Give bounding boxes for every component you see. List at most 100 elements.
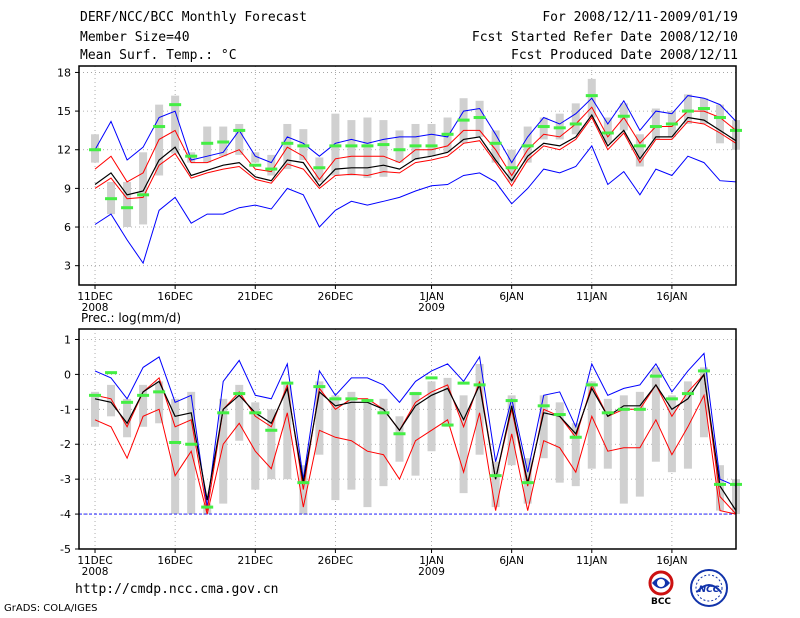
- observed-marker: [153, 125, 166, 129]
- series-line-max: [94, 95, 737, 164]
- observed-marker: [505, 166, 518, 170]
- observed-marker: [393, 148, 406, 152]
- spread-box: [667, 395, 676, 473]
- observed-marker: [281, 381, 294, 385]
- series-line-upper: [94, 106, 737, 183]
- spread-box: [251, 152, 260, 163]
- spread-box: [635, 134, 644, 167]
- spread-box: [427, 381, 436, 452]
- plot-frame: [78, 65, 737, 286]
- observed-marker: [329, 397, 342, 401]
- observed-marker: [457, 381, 470, 385]
- observed-marker: [249, 163, 262, 167]
- x-tick-label: 26DEC: [318, 291, 353, 303]
- y-tick-label: 12: [57, 144, 71, 157]
- observed-marker: [409, 144, 422, 148]
- observed-marker: [153, 390, 166, 394]
- y-tick-label: 3: [64, 260, 71, 273]
- member-size-label: Member Size=40: [80, 30, 190, 45]
- observed-marker: [425, 376, 438, 380]
- y-tick-label: -4: [60, 508, 71, 521]
- spread-box: [171, 398, 180, 515]
- observed-marker: [313, 166, 326, 170]
- observed-marker: [217, 411, 230, 415]
- x-tick-year: 2009: [418, 302, 445, 314]
- observed-marker: [681, 109, 694, 113]
- observed-marker: [233, 128, 246, 132]
- observed-marker: [297, 481, 310, 485]
- spread-box: [507, 149, 516, 182]
- y-tick-label: 6: [64, 221, 71, 234]
- spread-box: [123, 181, 132, 228]
- spread-box: [123, 398, 132, 438]
- spread-box: [459, 395, 468, 494]
- observed-marker: [457, 118, 470, 122]
- y-tick-label: 15: [57, 105, 71, 118]
- spread-box: [651, 367, 660, 462]
- spread-box: [603, 398, 612, 469]
- observed-marker: [377, 143, 390, 147]
- series-line-mean: [94, 113, 737, 196]
- y-tick-label: -2: [60, 438, 71, 451]
- observed-marker: [521, 481, 534, 485]
- observed-marker: [169, 103, 182, 107]
- spread-box: [363, 117, 372, 179]
- spread-box: [267, 409, 276, 480]
- x-tick-label: 6JAN: [499, 555, 524, 567]
- spread-box: [699, 367, 708, 438]
- observed-marker: [281, 141, 294, 145]
- observed-marker: [361, 399, 374, 403]
- bcc-logo-text: BCC: [651, 597, 671, 606]
- spread-box: [363, 398, 372, 508]
- footer-url[interactable]: http://cmdp.ncc.cma.gov.cn: [75, 582, 279, 597]
- series-line-min: [94, 144, 737, 265]
- spread-box: [283, 384, 292, 480]
- spread-box: [443, 377, 452, 427]
- x-tick-label: 11DEC: [77, 291, 112, 303]
- x-tick-label: 21DEC: [238, 291, 273, 303]
- observed-marker: [633, 144, 646, 148]
- spread-box: [715, 465, 724, 511]
- x-tick-label: 21DEC: [238, 555, 273, 567]
- y-tick-label: -5: [60, 543, 71, 556]
- plot-frame: [78, 328, 737, 550]
- spread-box: [139, 152, 148, 225]
- observed-marker: [697, 369, 710, 373]
- spread-box: [651, 108, 660, 140]
- spread-box: [379, 398, 388, 487]
- spread-box: [411, 123, 420, 161]
- observed-marker: [489, 141, 502, 145]
- observed-marker: [361, 144, 374, 148]
- bcc-logo: BCC: [648, 570, 674, 606]
- spread-box: [267, 154, 276, 176]
- observed-marker: [489, 474, 502, 478]
- y-tick-label: 18: [57, 66, 71, 79]
- x-tick-label: 11DEC: [77, 555, 112, 567]
- observed-marker: [265, 428, 278, 432]
- x-tick-year: 2008: [82, 302, 109, 314]
- observed-marker: [105, 371, 118, 375]
- x-tick-year: 2009: [418, 566, 445, 578]
- observed-marker: [665, 122, 678, 126]
- x-tick-label: 1JAN: [419, 291, 444, 303]
- spread-box: [155, 381, 164, 424]
- observed-marker: [345, 397, 358, 401]
- observed-marker: [121, 206, 134, 210]
- spread-box: [91, 391, 100, 427]
- observed-marker: [569, 435, 582, 439]
- observed-marker: [201, 505, 214, 509]
- spread-box: [331, 395, 340, 501]
- y-tick-label: -3: [60, 473, 71, 486]
- spread-box: [475, 363, 484, 455]
- spread-box: [347, 120, 356, 176]
- y-tick-label: 0: [64, 368, 71, 381]
- observed-marker: [185, 442, 198, 446]
- spread-box: [251, 402, 260, 490]
- spread-box: [315, 381, 324, 455]
- spread-box: [491, 461, 500, 508]
- spread-box: [683, 94, 692, 124]
- observed-marker: [121, 400, 134, 404]
- precip-subtitle: Prec.: log(mm/d): [81, 311, 181, 325]
- observed-marker: [249, 411, 262, 415]
